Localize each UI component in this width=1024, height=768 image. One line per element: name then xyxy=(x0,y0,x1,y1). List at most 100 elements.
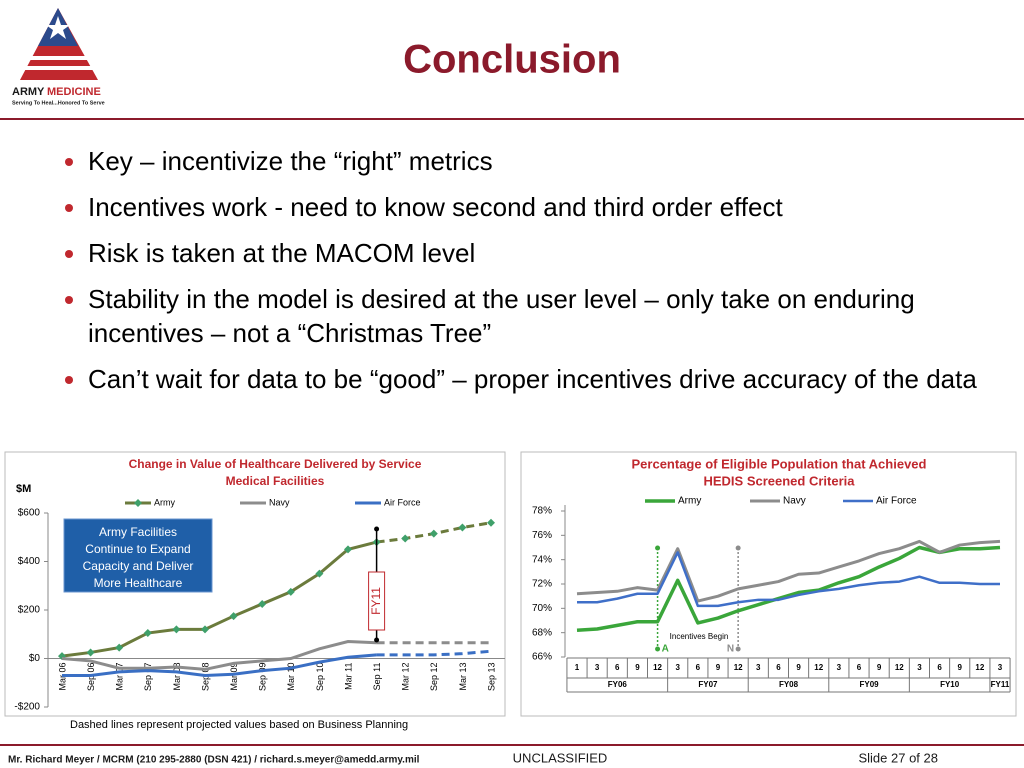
x-tick-label: 6 xyxy=(615,663,620,672)
point-marker xyxy=(201,625,209,634)
x-tick-label: 12 xyxy=(895,663,904,672)
x-tick-label: 6 xyxy=(696,663,701,672)
x-tick-label: 3 xyxy=(837,663,842,672)
x-tick-label: 3 xyxy=(595,663,600,672)
x-group-label: FY11 xyxy=(991,680,1010,689)
x-group-label: FY08 xyxy=(779,680,799,689)
x-tick-label: Sep 13 xyxy=(486,663,496,692)
chart-note: Dashed lines represent projected values … xyxy=(70,719,408,731)
series-line xyxy=(576,545,1001,632)
incentive-dot xyxy=(735,545,741,551)
series-line xyxy=(576,539,1001,603)
x-tick-label: 12 xyxy=(734,663,743,672)
x-tick-label: 9 xyxy=(635,663,640,672)
point-marker xyxy=(229,612,238,621)
x-tick-label: 3 xyxy=(917,663,922,672)
x-tick-label: Mar 09 xyxy=(229,663,239,691)
x-tick-label: 6 xyxy=(937,663,942,672)
logo-motto: Serving To Heal...Honored To Serve xyxy=(12,100,105,106)
point-marker xyxy=(401,534,410,543)
x-group-label: FY06 xyxy=(608,680,628,689)
series-line xyxy=(61,640,377,671)
x-tick-label: 9 xyxy=(957,663,962,672)
annotation-box xyxy=(63,518,213,593)
x-tick-label: Mar 08 xyxy=(172,663,182,691)
incentive-dot xyxy=(655,545,661,551)
y-tick-label: 68% xyxy=(532,627,552,638)
bullet: Risk is taken at the MACOM level xyxy=(88,236,988,270)
legend-marker xyxy=(134,499,142,507)
x-tick-label: 12 xyxy=(653,663,662,672)
x-group-label: FY09 xyxy=(860,680,880,689)
bullet: Key – incentivize the “right” metrics xyxy=(88,144,988,178)
annotation-text: Continue to Expand xyxy=(85,542,190,556)
x-tick-label: 3 xyxy=(756,663,761,672)
legend-label: Navy xyxy=(269,497,290,507)
x-tick-label: Sep 07 xyxy=(143,663,153,692)
y-tick-label: 78% xyxy=(532,506,552,517)
x-tick-label: 9 xyxy=(877,663,882,672)
y-tick-label: 66% xyxy=(532,652,552,663)
x-group-label: FY10 xyxy=(940,680,960,689)
point-marker xyxy=(143,629,152,638)
point-marker xyxy=(458,523,467,532)
chart-title: HEDIS Screened Criteria xyxy=(703,473,855,488)
x-tick-label: 9 xyxy=(716,663,721,672)
x-tick-label: 12 xyxy=(975,663,984,672)
legend-label: Air Force xyxy=(876,496,917,507)
y-tick-label: $400 xyxy=(18,556,41,567)
point-marker xyxy=(487,518,495,527)
chart-title: Medical Facilities xyxy=(226,474,325,488)
x-group-label: FY07 xyxy=(698,680,718,689)
x-tick-label: Mar 12 xyxy=(401,663,411,691)
footer-classification: UNCLASSIFIED xyxy=(513,750,608,765)
legend-label: Navy xyxy=(783,496,806,507)
legend-label: Army xyxy=(678,496,701,507)
x-tick-label: Sep 10 xyxy=(315,663,325,692)
logo: ARMY MEDICINE Serving To Heal...Honored … xyxy=(12,8,105,106)
x-tick-label: 3 xyxy=(998,663,1003,672)
bullet: Stability in the model is desired at the… xyxy=(88,282,988,350)
point-marker xyxy=(86,648,95,657)
x-tick-label: Mar 07 xyxy=(115,663,125,691)
logo-stripe xyxy=(20,56,98,60)
x-tick-label: 12 xyxy=(814,663,823,672)
x-tick-label: Sep 11 xyxy=(372,663,382,691)
y-tick-label: $600 xyxy=(18,508,41,519)
fy-marker-box xyxy=(368,571,386,631)
slide-title: Conclusion xyxy=(403,38,621,82)
legend-label: Air Force xyxy=(384,497,421,507)
incentive-dot xyxy=(655,646,661,652)
point-marker xyxy=(315,569,324,578)
series-line xyxy=(61,540,377,658)
point-marker xyxy=(286,587,295,596)
y-tick-label: -$200 xyxy=(14,702,40,713)
x-tick-label: Mar 10 xyxy=(286,663,296,691)
x-tick-label: Sep 09 xyxy=(258,663,268,692)
x-tick-label: 6 xyxy=(776,663,781,672)
x-tick-label: 6 xyxy=(857,663,862,672)
logo-stripe xyxy=(20,66,98,70)
legend-label: Army xyxy=(154,497,175,507)
y-axis-label: $M xyxy=(16,483,31,495)
incentive-dot xyxy=(735,646,741,652)
fy-marker-dot xyxy=(374,526,380,532)
y-tick-label: 76% xyxy=(532,530,552,541)
point-marker xyxy=(429,529,438,538)
logo-word: MEDICINE xyxy=(47,86,101,98)
footer-slide-number: Slide 27 of 28 xyxy=(858,750,938,765)
y-tick-label: $200 xyxy=(18,605,41,616)
y-tick-label: 74% xyxy=(532,554,552,565)
projected-line xyxy=(376,649,492,657)
x-tick-label: 1 xyxy=(575,663,580,672)
annotation-text: More Healthcare xyxy=(94,576,183,590)
y-tick-label: 72% xyxy=(532,579,552,590)
x-tick-label: Mar 11 xyxy=(343,663,353,690)
fy-marker-dot xyxy=(374,637,380,643)
x-tick-label: 3 xyxy=(675,663,680,672)
point-marker xyxy=(258,599,267,608)
x-tick-label: Sep 12 xyxy=(429,663,439,692)
annotation-text: Incentives Begin xyxy=(670,632,729,641)
